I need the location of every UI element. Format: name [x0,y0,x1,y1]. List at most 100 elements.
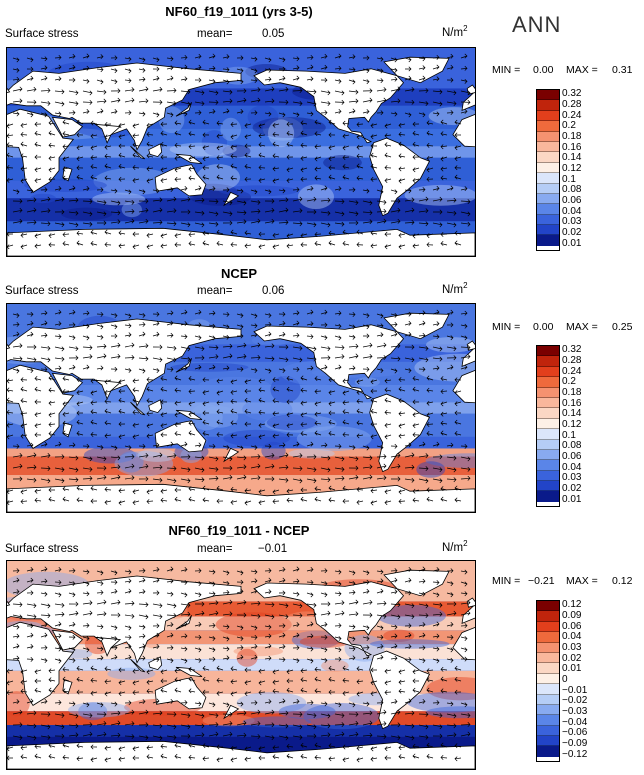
colorbar-swatch [537,725,559,737]
panel-1-min-value: 0.00 [533,64,554,76]
colorbar-tick-label: −0.12 [562,748,588,760]
land-outline [130,401,146,416]
colorbar-tick-label: 0.02 [562,652,582,664]
stress-field-blob [278,703,336,720]
land-outline [452,113,475,148]
colorbar-swatch [537,491,559,502]
stress-field-band [7,436,475,449]
colorbar-tick-label: 0.03 [562,642,582,653]
stress-vectors [7,53,471,250]
stress-field-blob [7,691,30,717]
colorbar-tick-label: 0.18 [562,387,582,398]
colorbar-swatch [537,141,559,153]
panel-1-units: N/m2 [442,24,468,39]
colorbar-tick-label: 0.04 [562,461,582,473]
panel-3-min-label: MIN = [492,575,521,587]
land-outline [93,379,122,400]
colorbar-swatch [537,225,559,236]
stress-field-blob [383,629,415,642]
stress-field-blob [242,716,312,728]
stress-field-blob [414,353,475,382]
colorbar-swatch [537,481,559,492]
panel-1-map-svg [7,48,475,256]
colorbar-tick-label: 0.12 [562,599,582,611]
land-outline [452,369,475,404]
stress-field-band [7,659,475,671]
land-outline [148,399,163,414]
land-outline [7,621,75,706]
colorbar-swatch [537,746,559,757]
stress-field-blob [233,646,284,657]
colorbar-swatch [537,121,559,132]
panel-1-map [6,47,476,257]
colorbar-tick-label: 0.06 [562,451,582,462]
panel-3-max-value: 0.12 [612,575,633,587]
land-outline [154,164,207,197]
panel-2-min-value: 0.00 [533,321,554,333]
colorbar-swatch [537,214,559,226]
colorbar-tick-label: 0.14 [562,408,582,420]
panel-1-max-value: 0.31 [612,64,633,76]
stress-field-band [7,198,475,222]
panel-3-min-value: −0.21 [528,575,555,587]
land-outline [461,603,475,625]
colorbar-swatch [537,90,559,101]
stress-field-blob [303,703,380,730]
land-outline [130,658,146,673]
panel-1-mean-label: mean= [197,28,233,40]
stress-field-blob [170,362,249,372]
stress-field-blob [169,142,237,157]
colorbar-tick-label: 0.2 [562,120,576,132]
colorbar-tick-label: 0.32 [562,88,582,100]
colorbar-swatch [537,621,559,633]
colorbar-swatch [537,439,559,450]
colorbar-swatch [537,397,559,409]
colorbar-swatch [537,152,559,163]
colorbar-tick-label: −0.03 [562,706,588,717]
land-outline [369,137,431,217]
colorbar-swatch [537,449,559,461]
panel-3-units: N/m2 [442,539,468,554]
stress-field-blob [30,193,56,204]
land-outline [148,143,163,158]
land-outline [452,626,475,661]
colorbar-swatch [537,736,559,747]
stress-field-blob [416,461,446,478]
colorbar-tick-label: 0.24 [562,109,582,121]
stress-field-blob [222,144,251,158]
stress-field-band [7,146,475,158]
colorbar-tick-label: 0.28 [562,99,582,110]
stress-field-band [7,725,475,737]
land-outline [175,102,192,117]
stress-field-band [7,157,475,181]
stress-vectors [7,309,471,506]
colorbar-swatch [537,694,559,705]
colorbar-swatch [537,460,559,471]
stress-field-blob [223,429,291,447]
colorbar-swatch [537,204,559,215]
colorbar-swatch [537,162,559,174]
stress-field-blob [264,414,337,433]
colorbar-swatch [537,408,559,419]
stress-field-blob [407,691,475,713]
land-outline [7,62,242,151]
stress-field-blob [354,377,380,387]
colorbar-tick-label: 0.1 [562,173,576,185]
panel-3-mean-label: mean= [197,543,233,555]
land-outline [7,87,11,93]
colorbar-tick-label: −0.06 [562,727,588,739]
panel-1-colorbar-ticks: 0.32 0.28 0.24 0.2 0.18 0.16 0.14 0.12 0.1 0.08 0.… [562,89,602,249]
colorbar-tick-label: 0.03 [562,216,582,228]
colorbar-swatch [537,704,559,716]
panel-2-map [6,303,476,513]
panel-2-mean-value: 0.06 [262,285,285,297]
colorbar-tick-label: 0.02 [562,483,582,494]
stress-field-blob [180,447,202,464]
colorbar-swatch [537,673,559,685]
colorbar-swatch [537,366,559,378]
panel-3-map-svg [7,561,475,769]
land-outline [253,324,405,400]
stress-field-blob [61,207,113,221]
colorbar-tick-label: 0.09 [562,610,582,621]
colorbar-tick-label: 0.12 [562,163,582,174]
